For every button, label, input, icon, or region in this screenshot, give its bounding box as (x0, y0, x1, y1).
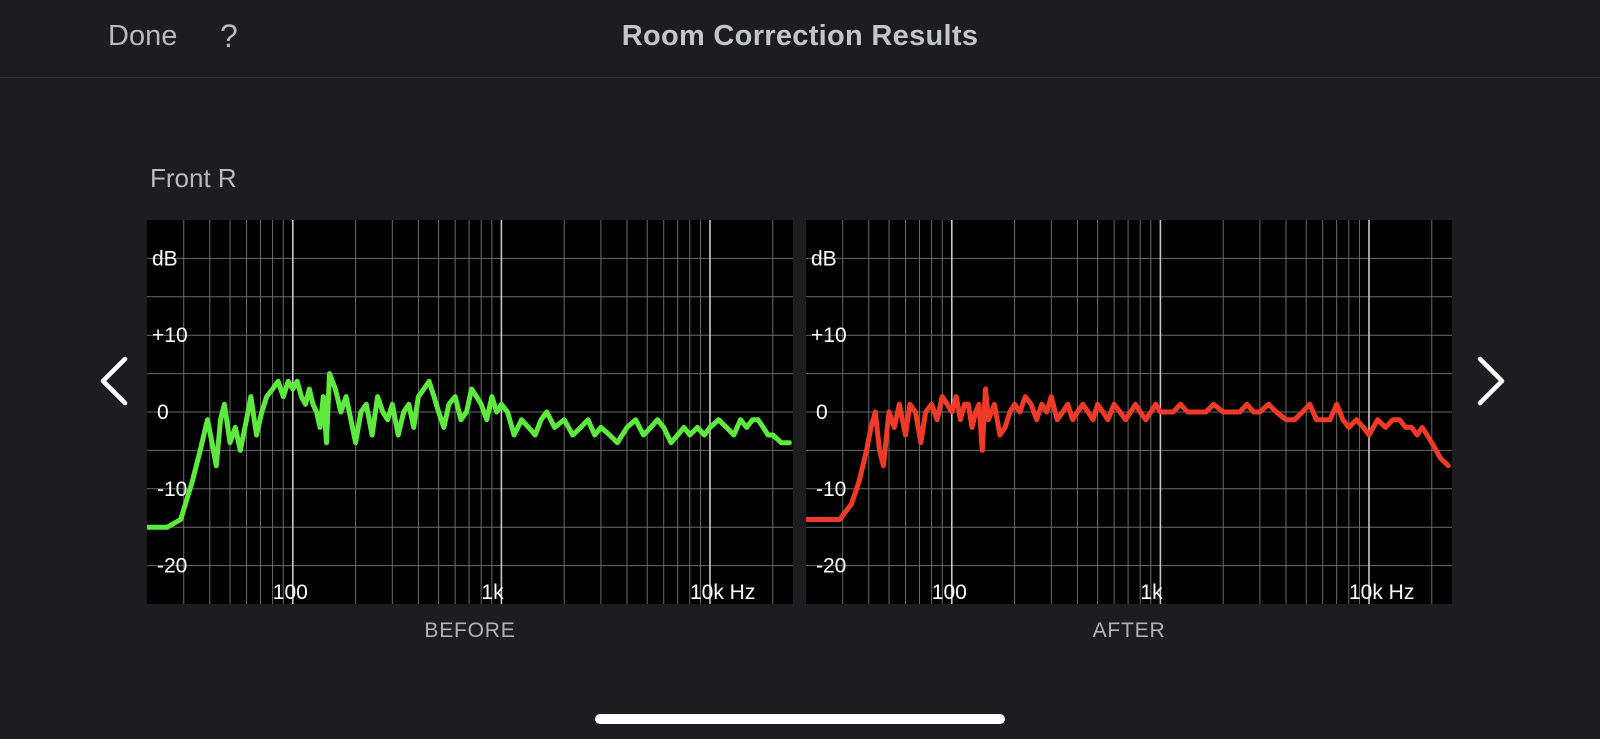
after-chart: dB +10 0 -10 -20 100 1k 10k Hz (806, 220, 1452, 604)
response-curve (147, 371, 792, 530)
before-chart-svg: dB +10 0 -10 -20 100 1k 10k Hz (147, 220, 793, 604)
x-tick-label: 1k (481, 581, 504, 604)
y-tick-label: 0 (816, 401, 828, 424)
y-tick-label: dB (152, 247, 178, 270)
speaker-label: Front R (150, 163, 237, 193)
y-tick-label: -10 (157, 478, 187, 501)
x-tick-label: 100 (273, 581, 308, 604)
y-tick-label: +10 (811, 324, 847, 347)
chevron-right-icon[interactable] (1470, 353, 1510, 409)
response-curve (806, 386, 1451, 522)
y-tick-label: -20 (157, 555, 187, 578)
chevron-left-icon[interactable] (95, 353, 135, 409)
x-tick-label: 10k Hz (690, 581, 755, 604)
y-tick-label: dB (811, 247, 837, 270)
after-chart-svg: dB +10 0 -10 -20 100 1k 10k Hz (806, 220, 1452, 604)
x-tick-label: 1k (1140, 581, 1163, 604)
after-caption: AFTER (1092, 619, 1166, 642)
before-caption: BEFORE (424, 619, 516, 642)
home-indicator (595, 714, 1005, 724)
y-tick-label: 0 (157, 401, 169, 424)
x-tick-label: 100 (932, 581, 967, 604)
help-button[interactable]: ? (220, 18, 238, 54)
done-button[interactable]: Done (108, 20, 178, 52)
page-title: Room Correction Results (621, 20, 979, 52)
y-tick-label: +10 (152, 324, 188, 347)
y-tick-label: -20 (816, 555, 846, 578)
y-tick-label: -10 (816, 478, 846, 501)
before-chart: dB +10 0 -10 -20 100 1k 10k Hz (147, 220, 793, 604)
x-tick-label: 10k Hz (1349, 581, 1414, 604)
top-bar: Done ? Room Correction Results (0, 0, 1600, 78)
